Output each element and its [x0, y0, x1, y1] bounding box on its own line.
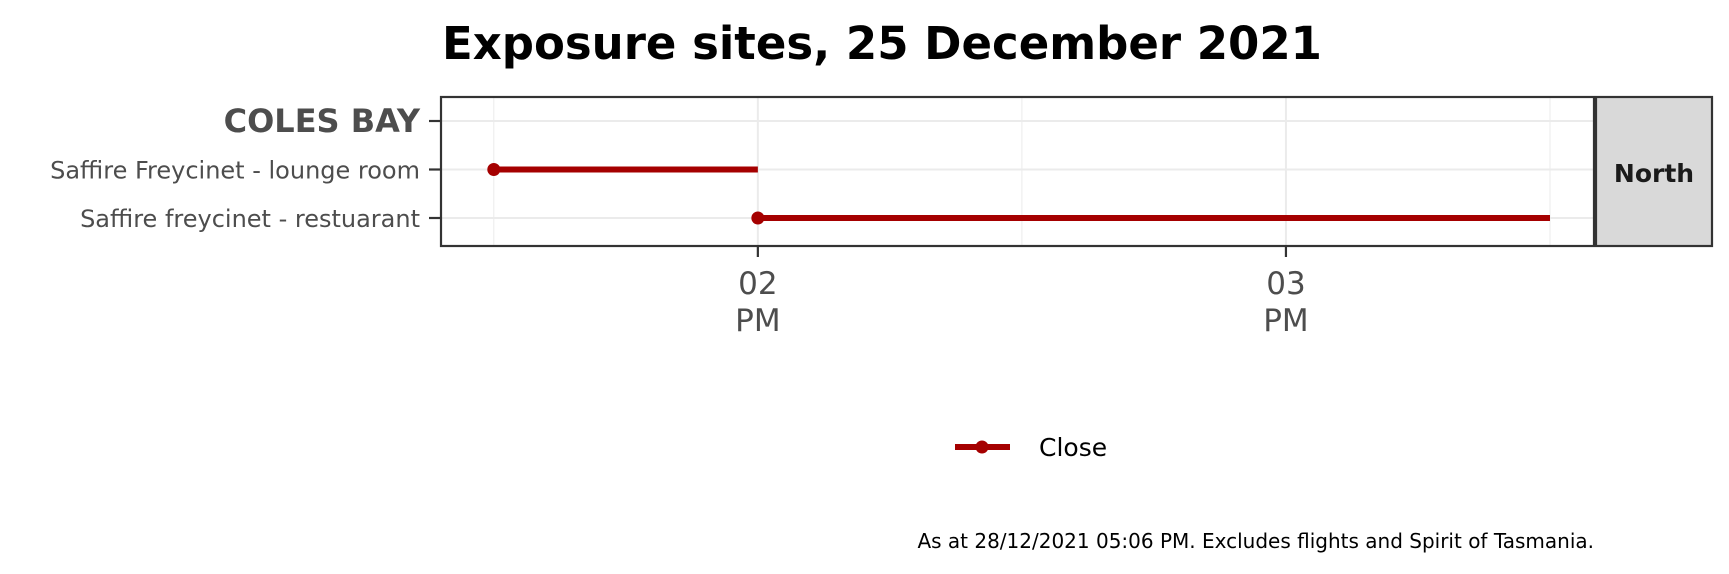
legend-key-point	[975, 440, 989, 454]
facet-strip-background	[1594, 95, 1714, 248]
facet-strip-label: North	[1614, 159, 1694, 188]
x-tick-label-hour: 02	[738, 266, 777, 302]
legend-label-close: Close	[1039, 433, 1107, 462]
exposure-start-point	[487, 163, 501, 176]
x-tick-label-ampm: PM	[735, 303, 780, 339]
y-category-label: Saffire freycinet - restuarant	[80, 205, 420, 233]
exposure-start-point	[751, 211, 765, 225]
chart-title: Exposure sites, 25 December 2021	[442, 17, 1322, 70]
x-tick-label-hour: 03	[1266, 266, 1305, 302]
y-category-label: Saffire Freycinet - lounge room	[50, 157, 420, 185]
plot-panel-border	[439, 95, 1596, 248]
legend: Close	[955, 433, 1107, 462]
x-tick-label-ampm: PM	[1263, 303, 1308, 339]
chart-caption: As at 28/12/2021 05:06 PM. Excludes flig…	[917, 529, 1594, 553]
y-axis: COLES BAY Saffire Freycinet - lounge roo…	[50, 102, 441, 233]
plot-panel	[439, 95, 1596, 248]
exposure-segments	[487, 163, 1550, 225]
facet-strip: North	[1594, 95, 1714, 248]
y-group-label: COLES BAY	[224, 102, 421, 140]
